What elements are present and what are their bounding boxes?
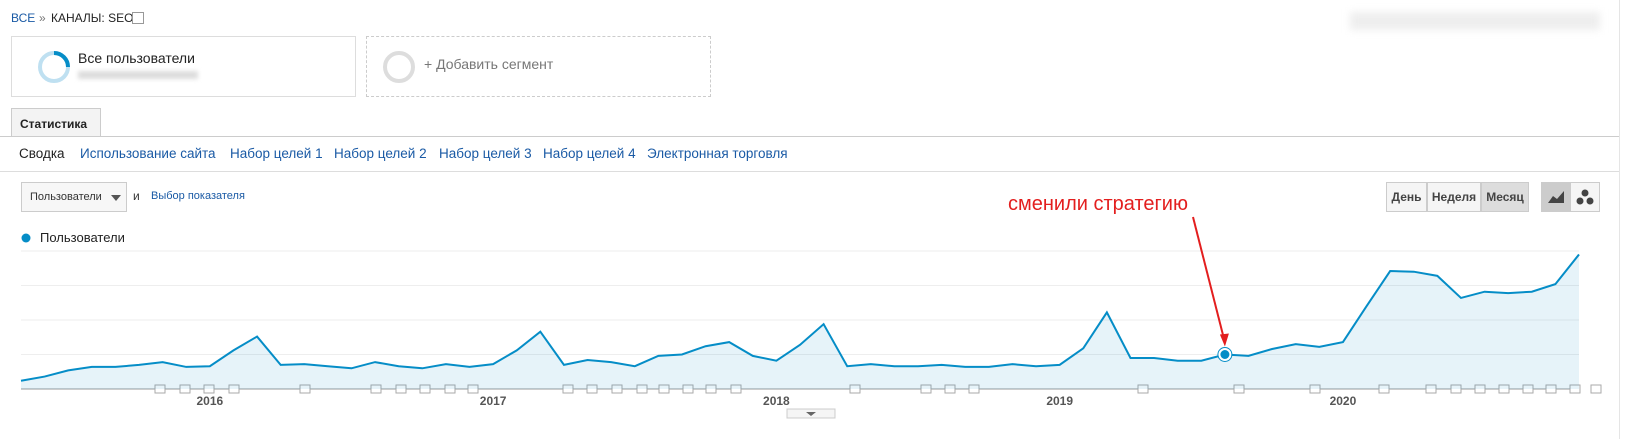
period-button[interactable]: Месяц (1481, 182, 1529, 212)
x-tick-label: 2017 (480, 394, 507, 408)
x-tick-label: 2020 (1330, 394, 1357, 408)
note-icon (1569, 384, 1581, 394)
note-icon (562, 384, 574, 394)
note-icon (705, 384, 717, 394)
motion-chart-button[interactable] (1570, 182, 1600, 212)
note-icon (1378, 384, 1390, 394)
legend-label: Пользователи (40, 230, 125, 245)
tab-rule (0, 136, 1620, 137)
subtab[interactable]: Набор целей 4 (543, 146, 636, 161)
subtab[interactable]: Электронная торговля (647, 146, 788, 161)
note-icon (203, 384, 215, 394)
note-icon (682, 384, 694, 394)
period-label: Неделя (1431, 190, 1477, 204)
segment-add-icon (383, 51, 415, 83)
highlight-point (1218, 348, 1232, 361)
highlight-ring (1217, 347, 1233, 362)
subtab[interactable]: Набор целей 2 (334, 146, 427, 161)
breadcrumb-separator: » (39, 11, 46, 25)
annotation-arrowhead (1219, 333, 1229, 347)
subtab[interactable]: Набор целей 3 (439, 146, 532, 161)
note-icon (658, 384, 670, 394)
metric-dropdown[interactable]: Пользователи (21, 182, 127, 212)
note-icon (1137, 384, 1149, 394)
legend-dot (21, 233, 31, 243)
note-icon (944, 384, 956, 394)
note-icon (636, 384, 648, 394)
note-icon (920, 384, 932, 394)
motion-icon (1576, 189, 1594, 205)
choose-metric[interactable]: Выбор показателя (151, 190, 245, 202)
breadcrumb-root[interactable]: ВСЕ (11, 11, 36, 25)
date-range[interactable] (1350, 12, 1600, 30)
segment-add[interactable]: + Добавить сегмент (366, 36, 711, 97)
note-icon (444, 384, 456, 394)
segment-add-label: + Добавить сегмент (424, 56, 554, 72)
x-tick-label: 2016 (196, 394, 223, 408)
dropdown-arrow (111, 195, 121, 201)
note-icon (1474, 384, 1486, 394)
note-icon (228, 384, 240, 394)
period-label: Месяц (1486, 190, 1524, 204)
note-icon (586, 384, 598, 394)
note-icon (1233, 384, 1245, 394)
breadcrumb-dropdown[interactable] (132, 12, 144, 24)
note-icon (370, 384, 382, 394)
and-label: и (133, 189, 140, 203)
note-icon (467, 384, 479, 394)
expand-toggle[interactable] (786, 408, 836, 419)
breadcrumb-current: КАНАЛЫ: SEO (51, 11, 134, 25)
segment-detail (78, 71, 198, 79)
note-icon (1545, 384, 1557, 394)
note-icon (849, 384, 861, 394)
note-icon (1450, 384, 1462, 394)
note-icon (968, 384, 980, 394)
segment-active[interactable]: Все пользователи (11, 36, 356, 97)
note-icon (154, 384, 166, 394)
segment-icon (38, 51, 70, 83)
line-chart-button[interactable] (1541, 182, 1571, 212)
subtab[interactable]: Набор целей 1 (230, 146, 323, 161)
note-icon (419, 384, 431, 394)
subtab[interactable]: Сводка (19, 146, 65, 161)
note-icon (611, 384, 623, 394)
subtab[interactable]: Использование сайта (80, 146, 216, 161)
note-icon (1522, 384, 1534, 394)
note-icon (1309, 384, 1321, 394)
period-button[interactable]: Неделя (1427, 182, 1481, 212)
note-icon (1498, 384, 1510, 394)
note-icon (395, 384, 407, 394)
x-tick-label: 2019 (1046, 394, 1073, 408)
note-icon (730, 384, 742, 394)
line-icon (1548, 191, 1564, 203)
panel-border (1619, 0, 1620, 439)
annotation-arrow (1192, 216, 1226, 343)
note-icon (1590, 384, 1602, 394)
x-tick-label: 2018 (763, 394, 790, 408)
annotation: сменили стратегию (1008, 193, 1188, 215)
metric-label: Пользователи (30, 191, 102, 203)
subtab-rule (0, 171, 1620, 172)
expand-arrow (806, 412, 816, 416)
tab-label: Статистика (20, 117, 88, 131)
tab[interactable]: Статистика (11, 108, 101, 137)
note-icon (1425, 384, 1437, 394)
note-icon (299, 384, 311, 394)
period-label: День (1391, 190, 1422, 204)
line (20, 253, 1580, 382)
note-icon (179, 384, 191, 394)
segment-name: Все пользователи (78, 50, 195, 66)
area (21, 254, 1579, 389)
period-button[interactable]: День (1386, 182, 1427, 212)
